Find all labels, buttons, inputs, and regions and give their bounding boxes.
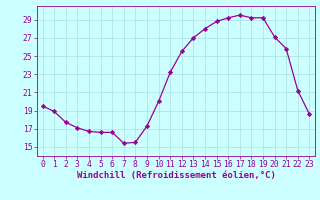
X-axis label: Windchill (Refroidissement éolien,°C): Windchill (Refroidissement éolien,°C) xyxy=(76,171,276,180)
